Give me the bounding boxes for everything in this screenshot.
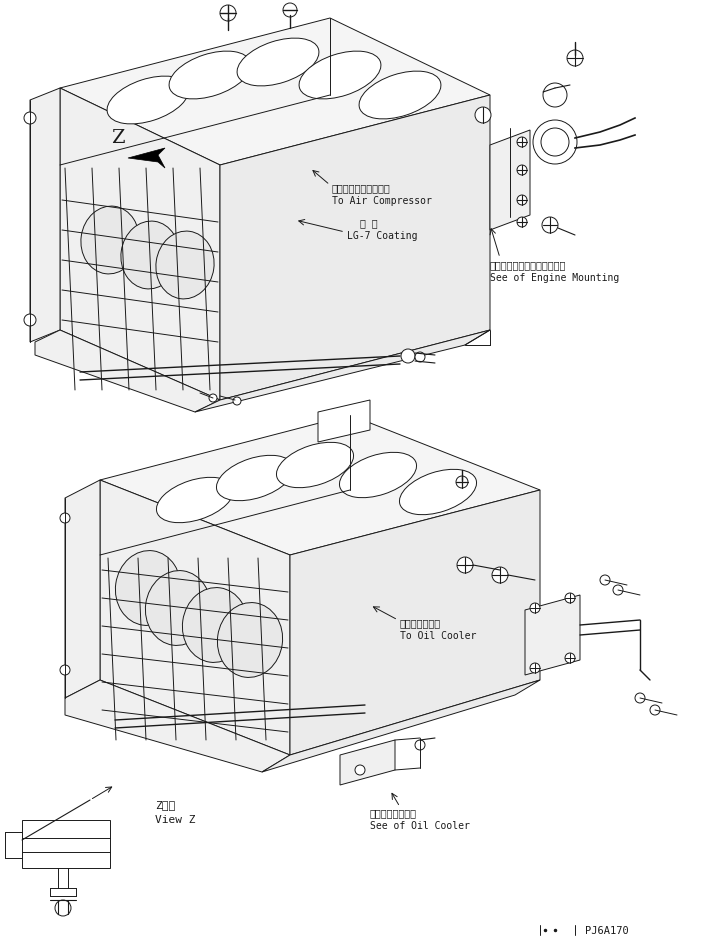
- Text: Z: Z: [111, 129, 125, 147]
- Circle shape: [24, 112, 36, 124]
- Ellipse shape: [156, 231, 214, 299]
- Text: See of Engine Mounting: See of Engine Mounting: [490, 273, 620, 283]
- Ellipse shape: [217, 455, 294, 501]
- Circle shape: [533, 120, 577, 164]
- Text: Z　視: Z 視: [155, 800, 175, 810]
- Circle shape: [209, 394, 217, 402]
- Text: エアーコンプレッサへ: エアーコンプレッサへ: [332, 183, 391, 193]
- Circle shape: [530, 603, 540, 613]
- Polygon shape: [290, 490, 540, 755]
- Ellipse shape: [183, 587, 247, 662]
- Circle shape: [567, 50, 583, 66]
- Ellipse shape: [145, 571, 210, 645]
- Ellipse shape: [217, 603, 282, 677]
- Ellipse shape: [169, 51, 251, 99]
- Circle shape: [542, 217, 558, 233]
- Circle shape: [355, 765, 365, 775]
- Text: To Air Compressor: To Air Compressor: [332, 196, 432, 206]
- Ellipse shape: [107, 76, 189, 124]
- Circle shape: [517, 165, 527, 175]
- Ellipse shape: [116, 551, 180, 625]
- Circle shape: [55, 900, 71, 916]
- Ellipse shape: [359, 71, 441, 119]
- Polygon shape: [128, 148, 165, 168]
- Text: To Oil Cooler: To Oil Cooler: [400, 631, 476, 641]
- Ellipse shape: [339, 453, 416, 498]
- Circle shape: [600, 575, 610, 585]
- Circle shape: [415, 740, 425, 750]
- Text: LG-7 Coating: LG-7 Coating: [347, 231, 418, 241]
- Polygon shape: [65, 680, 290, 772]
- Polygon shape: [100, 415, 540, 555]
- Ellipse shape: [277, 442, 354, 488]
- Polygon shape: [22, 820, 110, 868]
- Circle shape: [517, 137, 527, 147]
- Polygon shape: [525, 595, 580, 675]
- Circle shape: [456, 476, 468, 488]
- Polygon shape: [60, 88, 220, 400]
- Circle shape: [650, 705, 660, 715]
- Ellipse shape: [237, 38, 319, 86]
- Ellipse shape: [81, 207, 139, 273]
- Circle shape: [401, 349, 415, 363]
- Circle shape: [635, 693, 645, 703]
- Circle shape: [565, 593, 575, 603]
- Circle shape: [543, 83, 567, 107]
- Circle shape: [24, 314, 36, 326]
- Circle shape: [475, 107, 491, 123]
- Circle shape: [233, 397, 241, 405]
- Polygon shape: [318, 400, 370, 442]
- Circle shape: [457, 557, 473, 573]
- Text: オイルクーラへ: オイルクーラへ: [400, 618, 441, 628]
- Circle shape: [541, 128, 569, 156]
- Circle shape: [530, 663, 540, 673]
- Text: PJ6A170: PJ6A170: [585, 926, 629, 936]
- Circle shape: [283, 3, 297, 17]
- Ellipse shape: [156, 477, 234, 522]
- Circle shape: [613, 585, 623, 595]
- Text: エンジンマウンティング参照: エンジンマウンティング参照: [490, 260, 566, 270]
- Polygon shape: [30, 88, 60, 342]
- Ellipse shape: [299, 51, 381, 99]
- Circle shape: [60, 665, 70, 675]
- Polygon shape: [220, 95, 490, 400]
- Text: See of Oil Cooler: See of Oil Cooler: [370, 821, 470, 831]
- Text: オイルクーラ参照: オイルクーラ参照: [370, 808, 417, 818]
- Polygon shape: [60, 18, 490, 165]
- Polygon shape: [65, 480, 100, 698]
- Circle shape: [565, 653, 575, 663]
- Text: 塗 布: 塗 布: [360, 218, 378, 228]
- Circle shape: [517, 217, 527, 227]
- Polygon shape: [100, 480, 290, 755]
- Polygon shape: [340, 740, 395, 785]
- Circle shape: [60, 513, 70, 523]
- Circle shape: [492, 567, 508, 583]
- Circle shape: [220, 5, 236, 21]
- Polygon shape: [195, 330, 490, 412]
- Ellipse shape: [399, 470, 476, 515]
- Circle shape: [517, 195, 527, 205]
- Ellipse shape: [121, 221, 179, 289]
- Polygon shape: [490, 130, 530, 230]
- Text: View Z: View Z: [155, 815, 195, 825]
- Circle shape: [415, 352, 425, 362]
- Polygon shape: [35, 330, 220, 412]
- Polygon shape: [262, 680, 540, 772]
